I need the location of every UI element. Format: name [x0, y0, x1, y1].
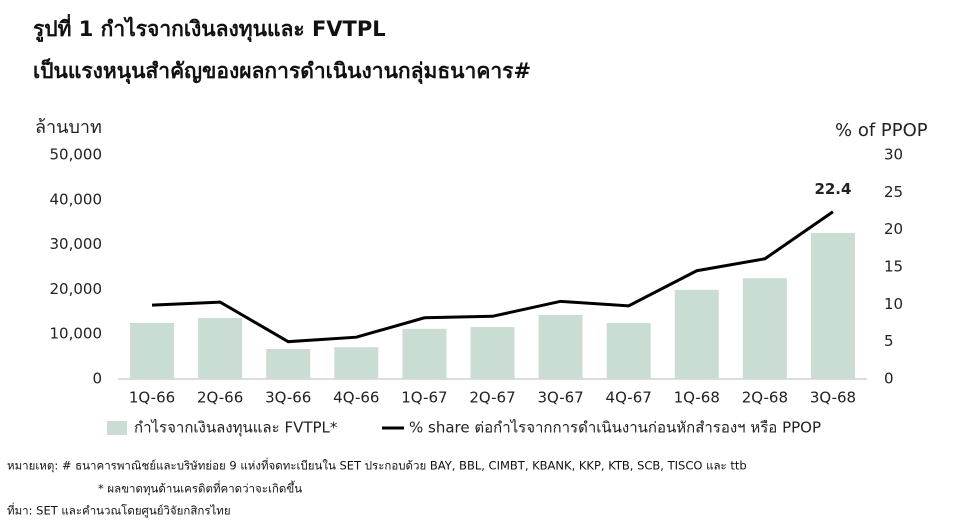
y-tick-label: 40,000	[50, 190, 103, 208]
x-tick-label: 3Q-68	[810, 389, 856, 407]
x-tick-label: 4Q-66	[333, 389, 379, 407]
bar	[402, 328, 447, 379]
bar	[810, 232, 855, 379]
legend-swatch	[107, 421, 127, 435]
bar	[266, 348, 311, 379]
note: * ผลขาดทุนด้านเครดิตที่คาดว่าจะเกิดขึ้น	[98, 481, 302, 496]
legend-label: กำไรจากเงินลงทุนและ FVTPL*	[134, 419, 338, 438]
y2-tick-label: 0	[884, 370, 894, 388]
y2-tick-label: 25	[884, 183, 903, 201]
source: ที่มา: SET และคำนวณโดยศูนย์วิจัยกสิกรไทย	[7, 503, 231, 518]
y-axis-label: ล้านบาท	[35, 117, 102, 138]
bar	[742, 278, 787, 379]
line	[151, 210, 834, 344]
x-tick-label: 2Q-67	[469, 389, 515, 407]
bar	[606, 323, 651, 379]
y2-tick-label: 20	[884, 220, 903, 238]
bar	[470, 327, 515, 379]
bar	[334, 347, 379, 379]
bar	[538, 314, 583, 379]
y2-tick-label: 10	[884, 295, 903, 313]
y-tick-label: 20,000	[50, 280, 103, 298]
bar	[198, 318, 243, 379]
x-tick-label: 2Q-68	[742, 389, 788, 407]
y-tick-label: 0	[92, 370, 102, 388]
y-tick-label: 10,000	[50, 325, 103, 343]
y2-tick-label: 5	[884, 332, 894, 350]
chart-title: เป็นแรงหนุนสำคัญของผลการดำเนินงานกลุ่มธน…	[33, 57, 531, 85]
y-tick-label: 30,000	[50, 235, 103, 253]
x-tick-label: 1Q-68	[674, 389, 720, 407]
x-tick-label: 3Q-66	[265, 389, 311, 407]
x-tick-label: 1Q-67	[401, 389, 447, 407]
legend-label: % share ต่อกำไรจากการดำเนินงานก่อนหักสำร…	[409, 419, 821, 437]
bar	[130, 323, 175, 379]
data-label: 22.4	[814, 180, 851, 198]
note: หมายเหตุ: # ธนาคารพาณิชย์และบริษัทย่อย 9…	[7, 458, 747, 473]
bar	[674, 289, 719, 379]
y2-tick-label: 15	[884, 258, 903, 276]
x-tick-label: 3Q-67	[537, 389, 583, 407]
y-tick-label: 50,000	[50, 146, 103, 164]
chart-title: รูปที่ 1 กำไรจากเงินลงทุนและ FVTPL	[33, 13, 386, 43]
x-tick-label: 2Q-66	[197, 389, 243, 407]
y2-tick-label: 30	[884, 146, 903, 164]
x-tick-label: 4Q-67	[606, 389, 652, 407]
x-tick-label: 1Q-66	[129, 389, 175, 407]
y2-axis-label: % of PPOP	[835, 120, 928, 141]
